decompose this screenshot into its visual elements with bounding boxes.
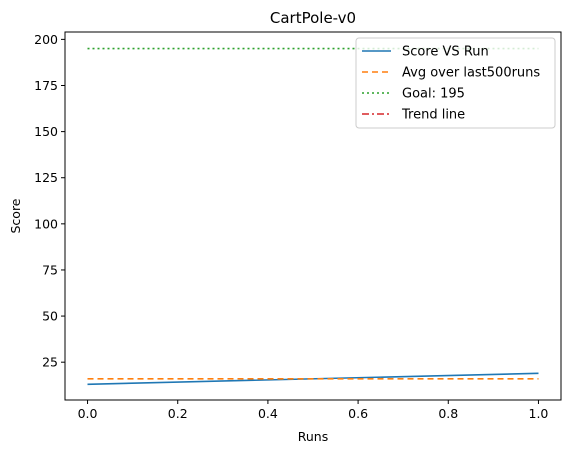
x-axis-label: Runs (298, 429, 328, 444)
plot-area-frame (64, 31, 562, 401)
y-tick-label: 175 (34, 78, 58, 93)
x-tick-label: 0.8 (438, 406, 458, 421)
y-axis-ticks: 25 50 75 100 125 150 175 200 (34, 32, 65, 370)
x-tick-label: 0.0 (78, 406, 98, 421)
x-tick-label: 0.6 (348, 406, 368, 421)
y-tick-label: 150 (34, 124, 58, 139)
x-tick-label: 1.0 (529, 406, 549, 421)
y-tick-label: 75 (42, 262, 58, 277)
y-tick-label: 50 (42, 309, 58, 324)
legend-label-4: Trend line (401, 108, 465, 123)
legend-box (355, 37, 556, 129)
y-tick-label: 25 (42, 355, 58, 370)
y-axis-label: Score (8, 198, 23, 233)
legend-label-1: Score VS Run (402, 45, 489, 60)
x-tick-label: 0.4 (258, 406, 278, 421)
legend-label-2: Avg over last500runs (402, 66, 540, 81)
y-tick-label: 200 (34, 32, 58, 47)
legend-label-3: Goal: 195 (402, 87, 465, 102)
x-tick-label: 0.2 (168, 406, 188, 421)
y-tick-label: 100 (34, 216, 58, 231)
x-axis-ticks: 0.0 0.2 0.4 0.6 0.8 1.0 (78, 400, 549, 421)
legend: Score VS Run Avg over last500runs Goal: 19… (355, 37, 556, 129)
chart-title: CartPole-v0 (270, 9, 356, 27)
y-tick-label: 125 (34, 170, 58, 185)
